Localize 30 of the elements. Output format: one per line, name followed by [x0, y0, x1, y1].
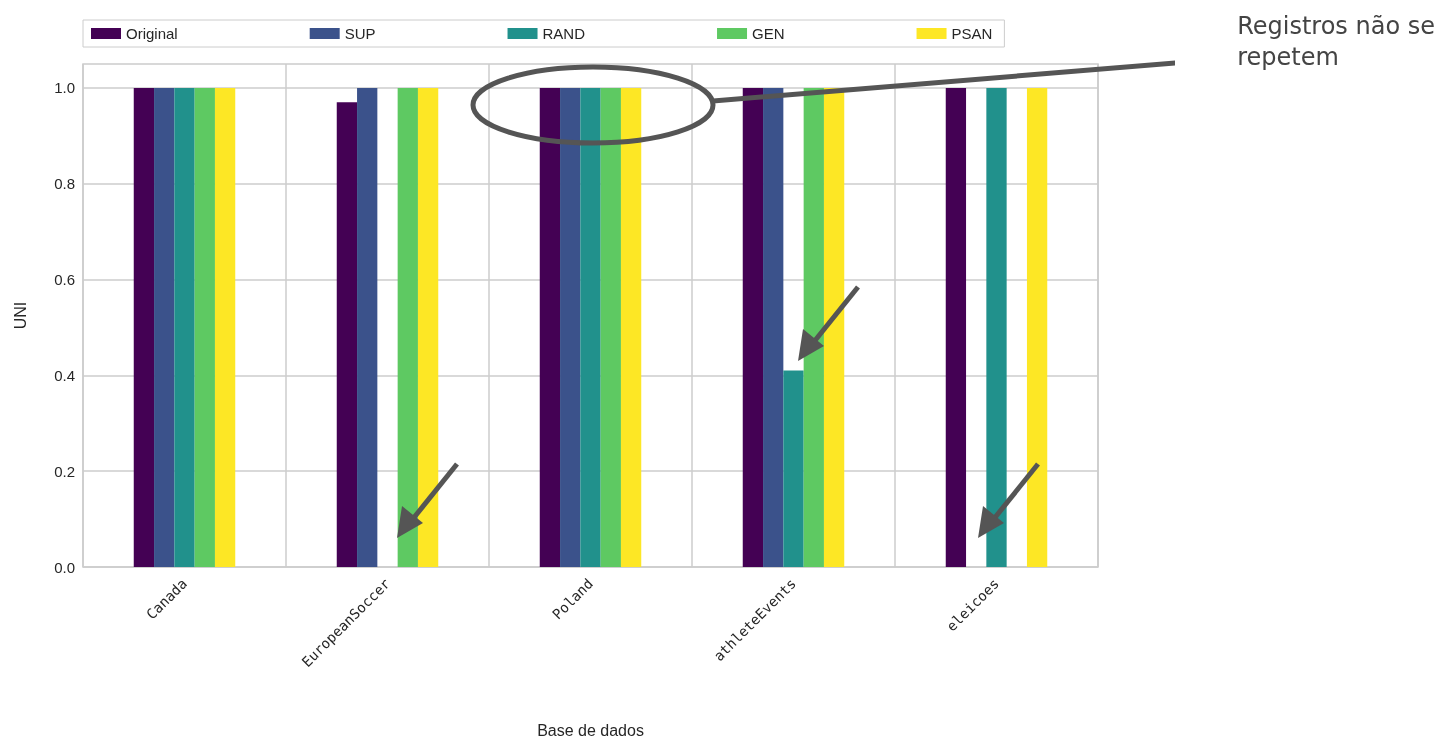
bar	[194, 87, 215, 567]
y-tick-label: 0.2	[54, 462, 75, 480]
y-axis-title: UNI	[11, 301, 29, 330]
bar	[742, 87, 764, 567]
bar	[600, 87, 621, 567]
legend-label: Original	[126, 25, 178, 42]
bar	[214, 87, 236, 567]
bar	[336, 102, 358, 567]
bar	[174, 87, 195, 567]
bar	[560, 87, 581, 567]
legend-label: PSAN	[951, 25, 993, 42]
legend-label: GEN	[752, 25, 785, 42]
bar	[945, 87, 967, 567]
bar	[783, 370, 804, 567]
bar	[154, 87, 175, 567]
legend-label: RAND	[542, 25, 586, 42]
bar	[620, 87, 642, 567]
y-tick-label: 0.4	[54, 366, 75, 384]
y-tick-label: 0.6	[54, 271, 75, 289]
bar	[357, 87, 378, 567]
bar	[763, 87, 784, 567]
legend-label: SUP	[344, 25, 376, 42]
text: Registros não se repetem	[1237, 11, 1436, 71]
bar	[133, 87, 155, 567]
y-tick-label: 1.0	[54, 79, 75, 97]
x-axis-title: Base de dados	[537, 721, 644, 739]
y-tick-label: 0.0	[54, 558, 75, 576]
bar	[539, 87, 561, 567]
bar	[580, 87, 601, 567]
y-tick-label: 0.8	[54, 175, 75, 193]
